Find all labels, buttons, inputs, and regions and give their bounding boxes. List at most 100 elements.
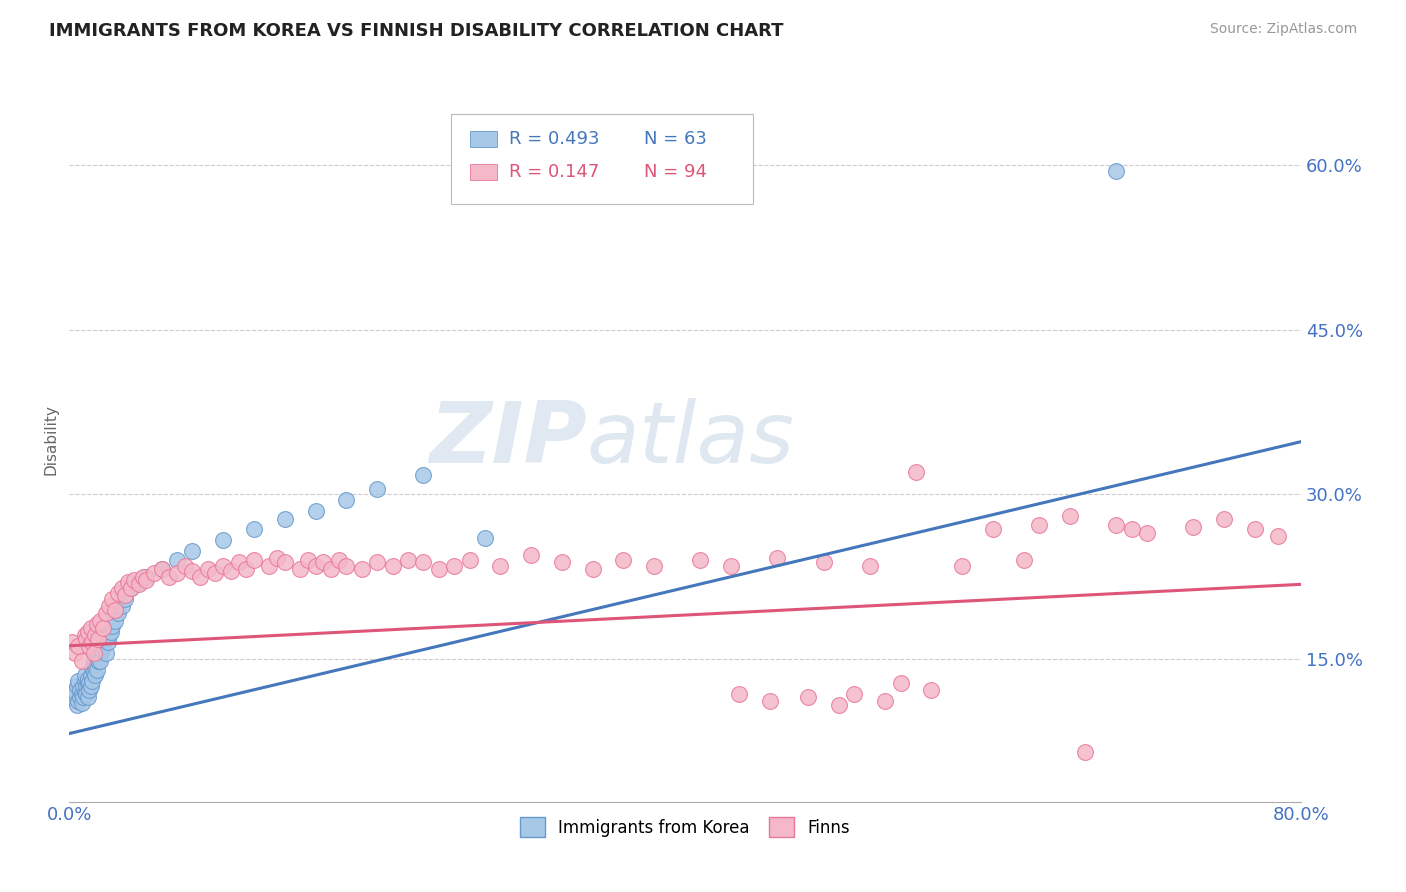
Point xyxy=(243,523,266,537)
Point xyxy=(1012,553,1035,567)
Point xyxy=(120,581,142,595)
Point xyxy=(181,564,204,578)
Point xyxy=(84,657,107,672)
Point xyxy=(69,682,91,697)
Point xyxy=(766,551,789,566)
Point xyxy=(97,635,120,649)
Point xyxy=(813,555,835,569)
Legend: Immigrants from Korea, Finns: Immigrants from Korea, Finns xyxy=(513,810,858,844)
Point xyxy=(80,679,103,693)
Point xyxy=(86,649,108,664)
Point xyxy=(60,635,83,649)
Point xyxy=(328,553,350,567)
Point xyxy=(80,668,103,682)
Point xyxy=(90,643,112,657)
Point xyxy=(72,690,94,705)
Point xyxy=(67,639,90,653)
Point xyxy=(65,685,87,699)
Point xyxy=(135,573,157,587)
Point xyxy=(235,562,257,576)
Text: ZIP: ZIP xyxy=(429,398,586,481)
Text: Source: ZipAtlas.com: Source: ZipAtlas.com xyxy=(1209,22,1357,37)
Point xyxy=(110,599,132,614)
Point xyxy=(720,558,742,573)
Point xyxy=(135,569,157,583)
Point xyxy=(166,566,188,581)
Point xyxy=(489,558,512,573)
Point xyxy=(828,698,851,712)
Point xyxy=(335,558,357,573)
Point xyxy=(77,676,100,690)
Point xyxy=(73,685,96,699)
Point xyxy=(142,566,165,581)
Point xyxy=(98,628,121,642)
Point xyxy=(122,573,145,587)
Point xyxy=(82,635,104,649)
Point xyxy=(166,553,188,567)
Point xyxy=(75,687,97,701)
Point xyxy=(76,676,98,690)
Point xyxy=(758,693,780,707)
Point xyxy=(1212,511,1234,525)
Point xyxy=(188,569,211,583)
Point xyxy=(93,632,115,647)
Point xyxy=(312,555,335,569)
Point xyxy=(875,693,897,707)
Point xyxy=(288,562,311,576)
Point xyxy=(70,654,93,668)
Point xyxy=(84,628,107,642)
Text: N = 63: N = 63 xyxy=(644,130,707,148)
Point xyxy=(181,544,204,558)
Point xyxy=(797,690,820,705)
Point xyxy=(150,562,173,576)
FancyBboxPatch shape xyxy=(470,131,496,147)
Point xyxy=(1121,523,1143,537)
Point xyxy=(107,606,129,620)
Point xyxy=(66,679,89,693)
Point xyxy=(1105,163,1128,178)
Point xyxy=(304,558,326,573)
Point xyxy=(96,606,118,620)
Point xyxy=(60,690,83,705)
FancyBboxPatch shape xyxy=(470,163,496,179)
Point xyxy=(104,602,127,616)
Point xyxy=(319,562,342,576)
Point xyxy=(91,639,114,653)
Point xyxy=(266,551,288,566)
Point xyxy=(981,523,1004,537)
Point xyxy=(551,555,574,569)
Point xyxy=(76,672,98,686)
Point xyxy=(443,558,465,573)
Point xyxy=(89,647,111,661)
Point xyxy=(304,504,326,518)
Point xyxy=(77,682,100,697)
Point xyxy=(689,553,711,567)
Point xyxy=(582,562,605,576)
Point xyxy=(219,564,242,578)
Point xyxy=(101,591,124,606)
Point xyxy=(66,698,89,712)
Point xyxy=(67,693,90,707)
Point xyxy=(1182,520,1205,534)
Point xyxy=(366,482,388,496)
Point xyxy=(243,553,266,567)
Point xyxy=(728,687,751,701)
Point xyxy=(396,553,419,567)
Point xyxy=(69,690,91,705)
Point xyxy=(1059,509,1081,524)
Point xyxy=(904,466,927,480)
Point xyxy=(76,690,98,705)
Point xyxy=(83,647,105,661)
Point xyxy=(859,558,882,573)
Point xyxy=(335,492,357,507)
Point xyxy=(73,668,96,682)
FancyBboxPatch shape xyxy=(451,113,752,204)
Point xyxy=(520,548,543,562)
Point xyxy=(458,553,481,567)
Point xyxy=(86,616,108,631)
Point xyxy=(950,558,973,573)
Point xyxy=(844,687,866,701)
Point xyxy=(1243,523,1265,537)
Point xyxy=(82,661,104,675)
Point xyxy=(84,668,107,682)
